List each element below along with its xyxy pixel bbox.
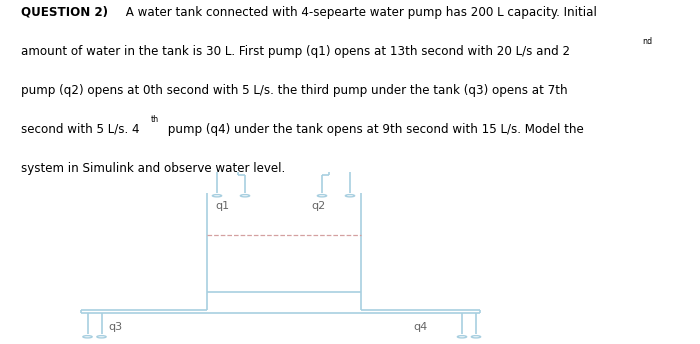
Text: second with 5 L/s. 4: second with 5 L/s. 4 [21, 123, 139, 136]
Text: q1: q1 [216, 201, 230, 212]
Text: q4: q4 [413, 322, 427, 332]
Text: th: th [151, 115, 160, 124]
Text: nd: nd [642, 37, 652, 46]
Text: A water tank connected with 4-sepearte water pump has 200 L capacity. Initial: A water tank connected with 4-sepearte w… [122, 6, 597, 19]
Text: amount of water in the tank is 30 L. First pump (q1) opens at 13th second with 2: amount of water in the tank is 30 L. Fir… [21, 45, 570, 58]
Text: pump (q4) under the tank opens at 9th second with 15 L/s. Model the: pump (q4) under the tank opens at 9th se… [164, 123, 584, 136]
Text: q2: q2 [312, 201, 326, 212]
Text: pump (q2) opens at 0th second with 5 L/s. the third pump under the tank (q3) ope: pump (q2) opens at 0th second with 5 L/s… [21, 84, 568, 97]
Text: QUESTION 2): QUESTION 2) [21, 6, 108, 19]
Text: q3: q3 [108, 322, 122, 332]
Text: system in Simulink and observe water level.: system in Simulink and observe water lev… [21, 162, 286, 175]
